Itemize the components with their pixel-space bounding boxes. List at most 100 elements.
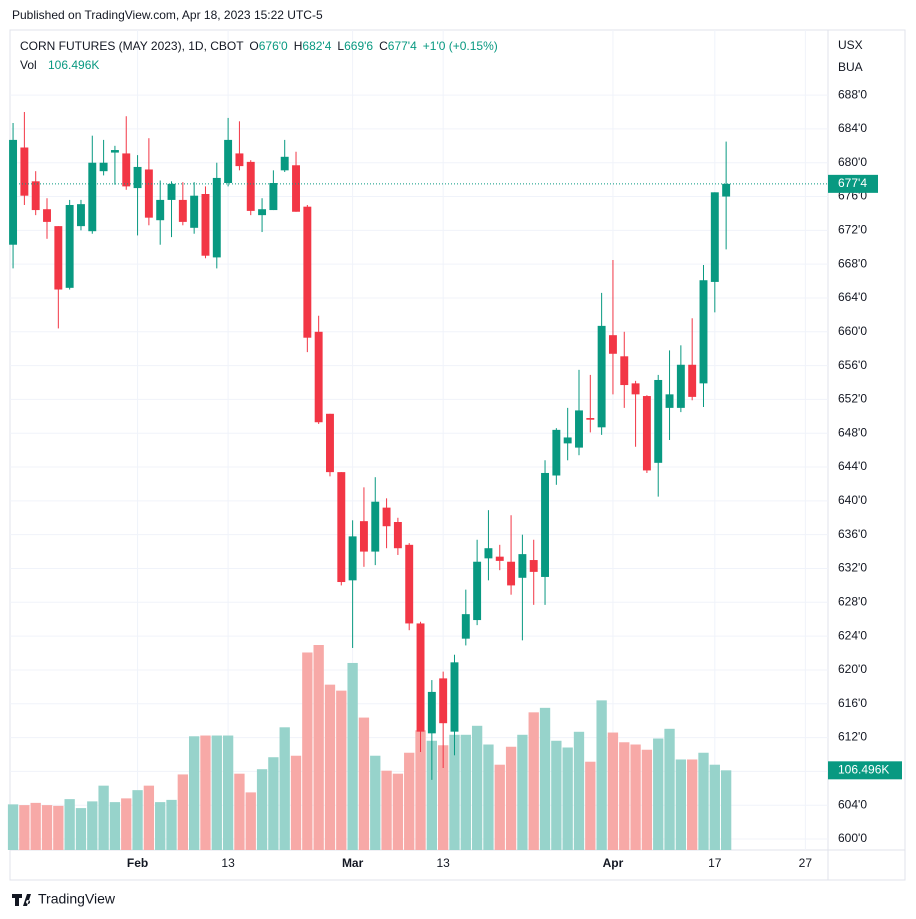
y-tick-label: 656'0: [838, 358, 867, 372]
volume-bar: [358, 717, 370, 850]
volume-bar: [687, 759, 698, 850]
volume-bar: [505, 746, 517, 850]
legend: CORN FUTURES (MAY 2023), 1D, CBOT O676'0 H…: [20, 39, 498, 53]
last-price-label: 677'4: [838, 176, 867, 190]
y-tick-label: 652'0: [838, 392, 867, 406]
footer: TradingView: [38, 891, 116, 907]
y-tick-label: 660'0: [838, 324, 867, 338]
candle-body: [235, 153, 244, 167]
candle-body: [427, 691, 436, 734]
x-tick-label: 17: [708, 856, 722, 870]
volume-bar: [392, 773, 404, 850]
volume-legend-name: Vol: [20, 58, 37, 72]
volume-bar: [562, 747, 573, 850]
volume-bar: [494, 764, 505, 850]
y-tick-label: 684'0: [838, 121, 867, 135]
y-tick-label: 624'0: [838, 628, 867, 642]
unit: BUA: [838, 60, 863, 74]
volume-bar: [539, 707, 551, 850]
volume-bar: [324, 684, 336, 850]
volume-bar: [290, 755, 302, 850]
candle-body: [710, 192, 719, 282]
candle-body: [676, 364, 685, 408]
legend-item: C: [379, 39, 388, 53]
candle-body: [439, 678, 448, 724]
candle-body: [65, 204, 74, 288]
y-tick-label: 620'0: [838, 662, 867, 676]
y-tick-label: 648'0: [838, 425, 867, 439]
volume-bar: [188, 736, 200, 850]
x-tick-label: 13: [221, 856, 235, 870]
volume-bar: [64, 799, 75, 850]
volume-bar: [268, 757, 279, 850]
volume-bar: [75, 808, 87, 850]
volume-bar: [211, 735, 222, 850]
volume-bar: [143, 785, 155, 850]
volume-bar: [222, 735, 234, 850]
candle-body: [99, 162, 108, 172]
candle-body: [586, 418, 595, 420]
volume-tag: [828, 761, 902, 780]
candle-body: [518, 554, 527, 578]
x-tick-label: 13: [436, 856, 450, 870]
candle-body: [31, 181, 40, 211]
candle-body: [450, 662, 459, 732]
volume-bar: [19, 805, 30, 850]
volume-bar: [517, 734, 528, 850]
legend-item: +1'0 (+0.15%): [423, 39, 498, 53]
volume-bar: [87, 801, 98, 850]
x-tick-label: 27: [799, 856, 813, 870]
candle-body: [303, 206, 312, 338]
volume-bar: [426, 740, 438, 850]
volume-bar: [619, 742, 630, 850]
legend-item: CORN FUTURES (MAY 2023), 1D, CBOT: [20, 39, 244, 53]
volume-bar: [675, 759, 687, 850]
x-tick-label: Feb: [127, 856, 148, 870]
volume-legend-value: 106.496K: [48, 58, 99, 72]
candle-body: [575, 410, 583, 448]
candle-body: [359, 521, 368, 552]
candle-body: [292, 165, 300, 212]
candle-body: [608, 335, 617, 354]
volume-bar: [256, 769, 268, 850]
volume-bar: [132, 790, 143, 850]
volume-bar: [302, 652, 313, 850]
candle-body: [473, 561, 482, 621]
candle-body: [201, 194, 210, 256]
y-tick-label: 688'0: [838, 87, 867, 101]
volume-bar: [664, 728, 675, 850]
volume-bar: [313, 645, 324, 850]
volume-bar: [641, 749, 653, 850]
volume-bar: [415, 730, 426, 850]
candle-body: [405, 544, 414, 624]
candle-body: [9, 139, 18, 245]
y-tick-label: 644'0: [838, 459, 867, 473]
volume-bar: [177, 774, 188, 850]
volume-bar: [585, 761, 596, 850]
volume-bar: [30, 802, 41, 850]
y-tick-label: 640'0: [838, 493, 867, 507]
candle-body: [552, 429, 561, 476]
candle-body: [190, 195, 199, 228]
y-tick-label: 668'0: [838, 256, 867, 270]
volume-bar: [449, 734, 460, 850]
legend-item: 669'6: [344, 39, 373, 53]
volume-bar: [98, 785, 109, 850]
candle-body: [507, 561, 516, 586]
legend-item: L: [337, 39, 344, 53]
volume-bar: [573, 731, 585, 850]
volume-bar: [528, 712, 539, 850]
volume-bar: [483, 744, 494, 850]
candle-body: [688, 364, 697, 397]
y-tick-label: 616'0: [838, 696, 867, 710]
candle-body: [529, 560, 538, 572]
volume-bar: [720, 770, 732, 850]
y-tick-label: 600'0: [838, 831, 867, 845]
candle-body: [314, 331, 323, 423]
candle-body: [144, 169, 153, 218]
currency: USX: [838, 38, 863, 52]
volume-bar: [121, 798, 132, 850]
y-tick-label: 636'0: [838, 527, 867, 541]
y-tick-label: 604'0: [838, 797, 867, 811]
volume-bar: [245, 792, 256, 850]
